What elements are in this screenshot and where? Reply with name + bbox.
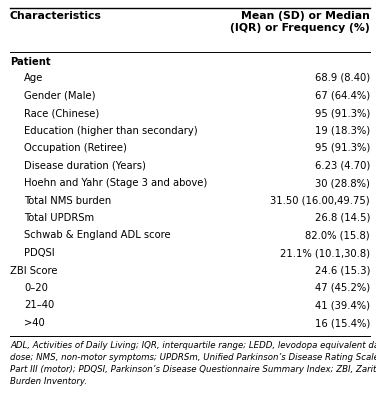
Text: 67 (64.4%): 67 (64.4%) [315, 91, 370, 101]
Text: ZBI Score: ZBI Score [10, 265, 58, 275]
Text: 95 (91.3%): 95 (91.3%) [315, 143, 370, 153]
Text: Patient: Patient [10, 57, 51, 67]
Text: 82.0% (15.8): 82.0% (15.8) [305, 231, 370, 241]
Text: 24.6 (15.3): 24.6 (15.3) [315, 265, 370, 275]
Text: 41 (39.4%): 41 (39.4%) [315, 300, 370, 310]
Text: 95 (91.3%): 95 (91.3%) [315, 108, 370, 118]
Text: 30 (28.8%): 30 (28.8%) [315, 178, 370, 188]
Text: 26.8 (14.5): 26.8 (14.5) [315, 213, 370, 223]
Text: Race (Chinese): Race (Chinese) [24, 108, 99, 118]
Text: Schwab & England ADL score: Schwab & England ADL score [24, 231, 171, 241]
Text: Hoehn and Yahr (Stage 3 and above): Hoehn and Yahr (Stage 3 and above) [24, 178, 207, 188]
Text: 21.1% (10.1,30.8): 21.1% (10.1,30.8) [280, 248, 370, 258]
Text: Total NMS burden: Total NMS burden [24, 196, 111, 205]
Text: 0–20: 0–20 [24, 283, 48, 293]
Text: 6.23 (4.70): 6.23 (4.70) [315, 160, 370, 170]
Text: Characteristics: Characteristics [10, 11, 102, 21]
Text: 19 (18.3%): 19 (18.3%) [315, 126, 370, 136]
Text: 31.50 (16.00,49.75): 31.50 (16.00,49.75) [270, 196, 370, 205]
Text: Total UPDRSm: Total UPDRSm [24, 213, 94, 223]
Text: 68.9 (8.40): 68.9 (8.40) [315, 73, 370, 83]
Text: Gender (Male): Gender (Male) [24, 91, 96, 101]
Text: ADL, Activities of Daily Living; IQR, interquartile range; LEDD, levodopa equiva: ADL, Activities of Daily Living; IQR, in… [10, 341, 376, 387]
Text: 21–40: 21–40 [24, 300, 54, 310]
Text: PDQSI: PDQSI [24, 248, 55, 258]
Text: Occupation (Retiree): Occupation (Retiree) [24, 143, 127, 153]
Text: Education (higher than secondary): Education (higher than secondary) [24, 126, 198, 136]
Text: 16 (15.4%): 16 (15.4%) [315, 318, 370, 328]
Text: 47 (45.2%): 47 (45.2%) [315, 283, 370, 293]
Text: >40: >40 [24, 318, 45, 328]
Text: Mean (SD) or Median
(IQR) or Frequency (%): Mean (SD) or Median (IQR) or Frequency (… [230, 11, 370, 32]
Text: Age: Age [24, 73, 43, 83]
Text: Disease duration (Years): Disease duration (Years) [24, 160, 146, 170]
